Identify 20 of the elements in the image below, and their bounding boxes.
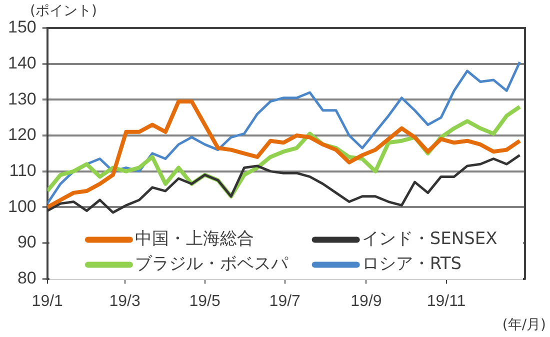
legend-label: 中国・上海総合 bbox=[134, 229, 254, 250]
x-tick-label: 19/11 bbox=[426, 292, 466, 310]
legend-label: ブラジル・ボベスパ bbox=[134, 254, 289, 274]
y-tick-label: 110 bbox=[9, 161, 36, 180]
y-tick-label: 130 bbox=[8, 89, 36, 108]
x-axis-title: (年/月) bbox=[502, 316, 546, 334]
y-tick-label: 120 bbox=[8, 125, 36, 144]
y-axis-title: (ポイント) bbox=[30, 2, 97, 20]
x-tick-label: 19/1 bbox=[32, 292, 64, 310]
y-tick-label: 150 bbox=[8, 18, 36, 37]
x-tick-label: 19/7 bbox=[269, 292, 301, 310]
y-tick-label: 140 bbox=[8, 54, 36, 73]
x-tick-label: 19/9 bbox=[350, 292, 382, 310]
legend-label: インド・SENSEX bbox=[362, 229, 498, 250]
x-tick-label: 19/5 bbox=[189, 292, 220, 310]
x-tick-label: 19/3 bbox=[109, 292, 140, 310]
y-tick-label: 100 bbox=[8, 196, 36, 216]
y-tick-label: 80 bbox=[17, 268, 36, 288]
y-tick-label: 90 bbox=[17, 232, 36, 252]
legend-label: ロシア・RTS bbox=[362, 254, 462, 274]
